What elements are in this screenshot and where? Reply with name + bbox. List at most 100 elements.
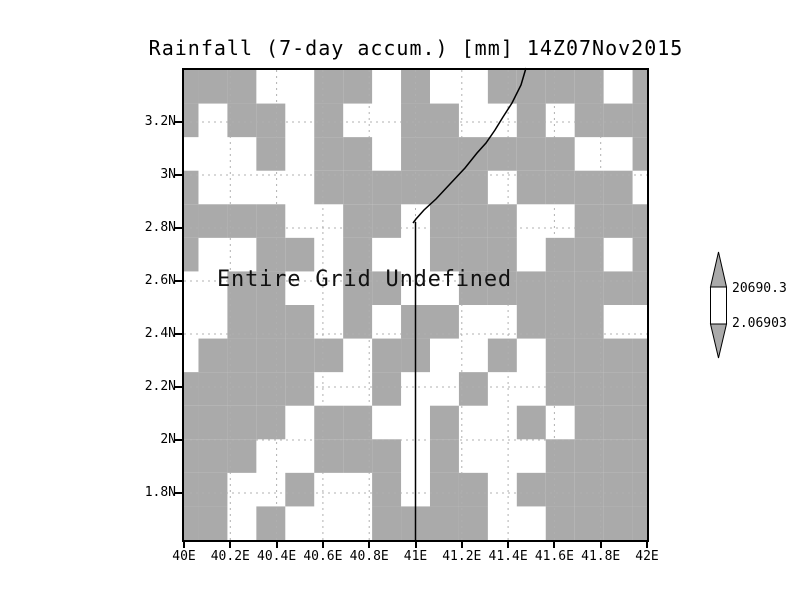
- undefined-grid-cell: [487, 70, 517, 104]
- undefined-grid-cell: [285, 338, 315, 373]
- undefined-grid-cell: [184, 439, 199, 473]
- lat-tick-label: 2N: [160, 432, 176, 447]
- undefined-grid-cell: [314, 338, 344, 373]
- undefined-grid-cell: [574, 305, 604, 339]
- undefined-grid-cell: [603, 472, 633, 507]
- colorbar-bottom-arrow: [709, 323, 728, 359]
- undefined-grid-cell: [574, 70, 604, 104]
- lon-tick-mark: [275, 540, 278, 548]
- undefined-grid-cell: [184, 103, 199, 138]
- lon-tick-label: 40.2E: [210, 549, 250, 564]
- undefined-grid-cell: [184, 170, 199, 205]
- undefined-grid-cell: [458, 506, 488, 540]
- undefined-grid-cell: [545, 137, 575, 171]
- undefined-grid-cell: [603, 338, 633, 373]
- undefined-grid-cell: [343, 237, 373, 272]
- undefined-grid-cell: [574, 506, 604, 540]
- lat-tick-label: 2.8N: [144, 220, 176, 235]
- undefined-grid-cell: [285, 237, 315, 272]
- lon-tick-label: 41.4E: [488, 549, 528, 564]
- undefined-grid-cell: [458, 237, 488, 272]
- undefined-grid-cell: [545, 170, 575, 205]
- undefined-grid-cell: [314, 405, 344, 440]
- lat-tick-label: 2.2N: [144, 379, 176, 394]
- undefined-grid-cell: [545, 271, 575, 305]
- undefined-grid-cell: [256, 204, 286, 238]
- undefined-grid-cell: [184, 472, 199, 507]
- map-plot-area: [182, 67, 649, 542]
- undefined-grid-cell: [545, 439, 575, 473]
- undefined-grid-cell: [603, 103, 633, 138]
- undefined-grid-cell: [401, 70, 430, 104]
- undefined-grid-cell: [227, 204, 257, 238]
- undefined-grid-cell: [372, 271, 402, 305]
- undefined-grid-cell: [256, 405, 286, 440]
- undefined-grid-cell: [343, 137, 373, 171]
- undefined-grid-cell: [632, 472, 647, 507]
- undefined-grid-cell: [632, 372, 647, 406]
- undefined-grid-cell: [574, 338, 604, 373]
- undefined-grid-cell: [256, 237, 286, 272]
- undefined-grid-cell: [198, 372, 228, 406]
- lat-tick-label: 3.2N: [144, 114, 176, 129]
- undefined-grid-cell: [429, 137, 459, 171]
- undefined-grid-cell: [603, 506, 633, 540]
- undefined-grid-cell: [487, 338, 517, 373]
- undefined-grid-cell: [458, 372, 488, 406]
- undefined-grid-cell: [198, 439, 228, 473]
- undefined-grid-cell: [632, 70, 647, 104]
- undefined-grid-cell: [198, 405, 228, 440]
- undefined-grid-cell: [314, 170, 344, 205]
- undefined-grid-cell: [198, 204, 228, 238]
- lon-tick-mark: [368, 540, 371, 548]
- lon-tick-mark: [321, 540, 324, 548]
- lon-tick-label: 40E: [172, 549, 196, 564]
- undefined-grid-cell: [603, 204, 633, 238]
- undefined-grid-cell: [545, 338, 575, 373]
- undefined-grid-cell: [487, 137, 517, 171]
- undefined-grid-cell: [429, 305, 459, 339]
- undefined-grid-cell: [545, 472, 575, 507]
- lon-tick-label: 42E: [635, 549, 659, 564]
- undefined-grid-cell: [458, 271, 488, 305]
- undefined-grid-cell: [458, 472, 488, 507]
- undefined-grid-cell: [429, 237, 459, 272]
- undefined-grid-cell: [458, 170, 488, 205]
- undefined-grid-cell: [198, 338, 228, 373]
- undefined-grid-cell: [184, 237, 199, 272]
- lon-tick-label: 40.8E: [349, 549, 389, 564]
- undefined-grid-cell: [256, 137, 286, 171]
- lon-tick-mark: [183, 540, 185, 548]
- lat-tick-label: 1.8N: [144, 485, 176, 500]
- lon-tick-mark: [229, 540, 232, 548]
- lon-tick-mark: [414, 540, 417, 548]
- lat-tick-mark: [175, 492, 183, 494]
- lat-tick-label: 2.6N: [144, 273, 176, 288]
- undefined-grid-cell: [516, 472, 546, 507]
- undefined-grid-cell: [343, 204, 373, 238]
- undefined-grid-cell: [632, 204, 647, 238]
- lon-tick-label: 40.6E: [303, 549, 343, 564]
- lat-tick-label: 2.4N: [144, 326, 176, 341]
- undefined-grid-cell: [227, 70, 257, 104]
- undefined-grid-cell: [198, 472, 228, 507]
- undefined-grid-cell: [574, 372, 604, 406]
- undefined-grid-cell: [574, 170, 604, 205]
- undefined-grid-cell: [574, 103, 604, 138]
- undefined-grid-cell: [545, 70, 575, 104]
- undefined-grid-cell: [343, 305, 373, 339]
- undefined-grid-message: Entire Grid Undefined: [217, 267, 512, 292]
- undefined-grid-cell: [256, 372, 286, 406]
- undefined-grid-cell: [372, 472, 402, 507]
- undefined-grid-cell: [314, 137, 344, 171]
- undefined-grid-cell: [184, 372, 199, 406]
- undefined-grid-cell: [285, 305, 315, 339]
- undefined-grid-cell: [343, 70, 373, 104]
- colorbar-bottom-value: 2.06903: [732, 316, 787, 331]
- lon-tick-label: 41.6E: [534, 549, 574, 564]
- lon-tick-label: 41.8E: [581, 549, 621, 564]
- undefined-grid-cell: [314, 70, 344, 104]
- lon-tick-mark: [646, 540, 648, 548]
- undefined-grid-cell: [574, 271, 604, 305]
- undefined-grid-cell: [256, 338, 286, 373]
